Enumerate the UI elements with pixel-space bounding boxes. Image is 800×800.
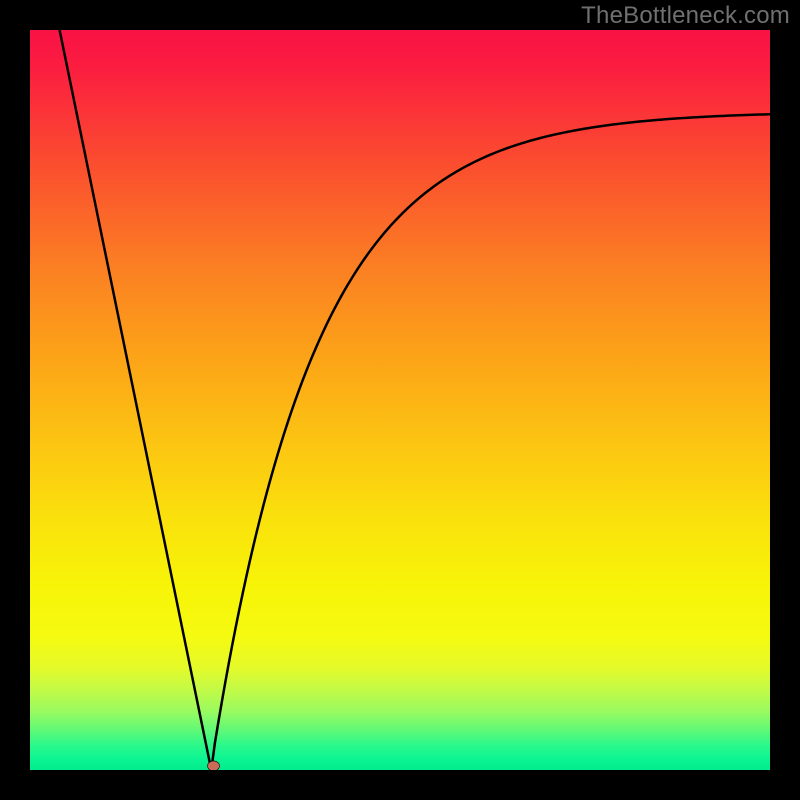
minimum-marker [208,761,220,770]
watermark-text: TheBottleneck.com [581,2,790,30]
frame-border-right [770,0,800,800]
chart-background [30,30,770,770]
chart-container: TheBottleneck.com [0,0,800,800]
plot-area [30,30,770,770]
frame-border-left [0,0,30,800]
frame-border-bottom [0,770,800,800]
plot-svg [30,30,770,770]
